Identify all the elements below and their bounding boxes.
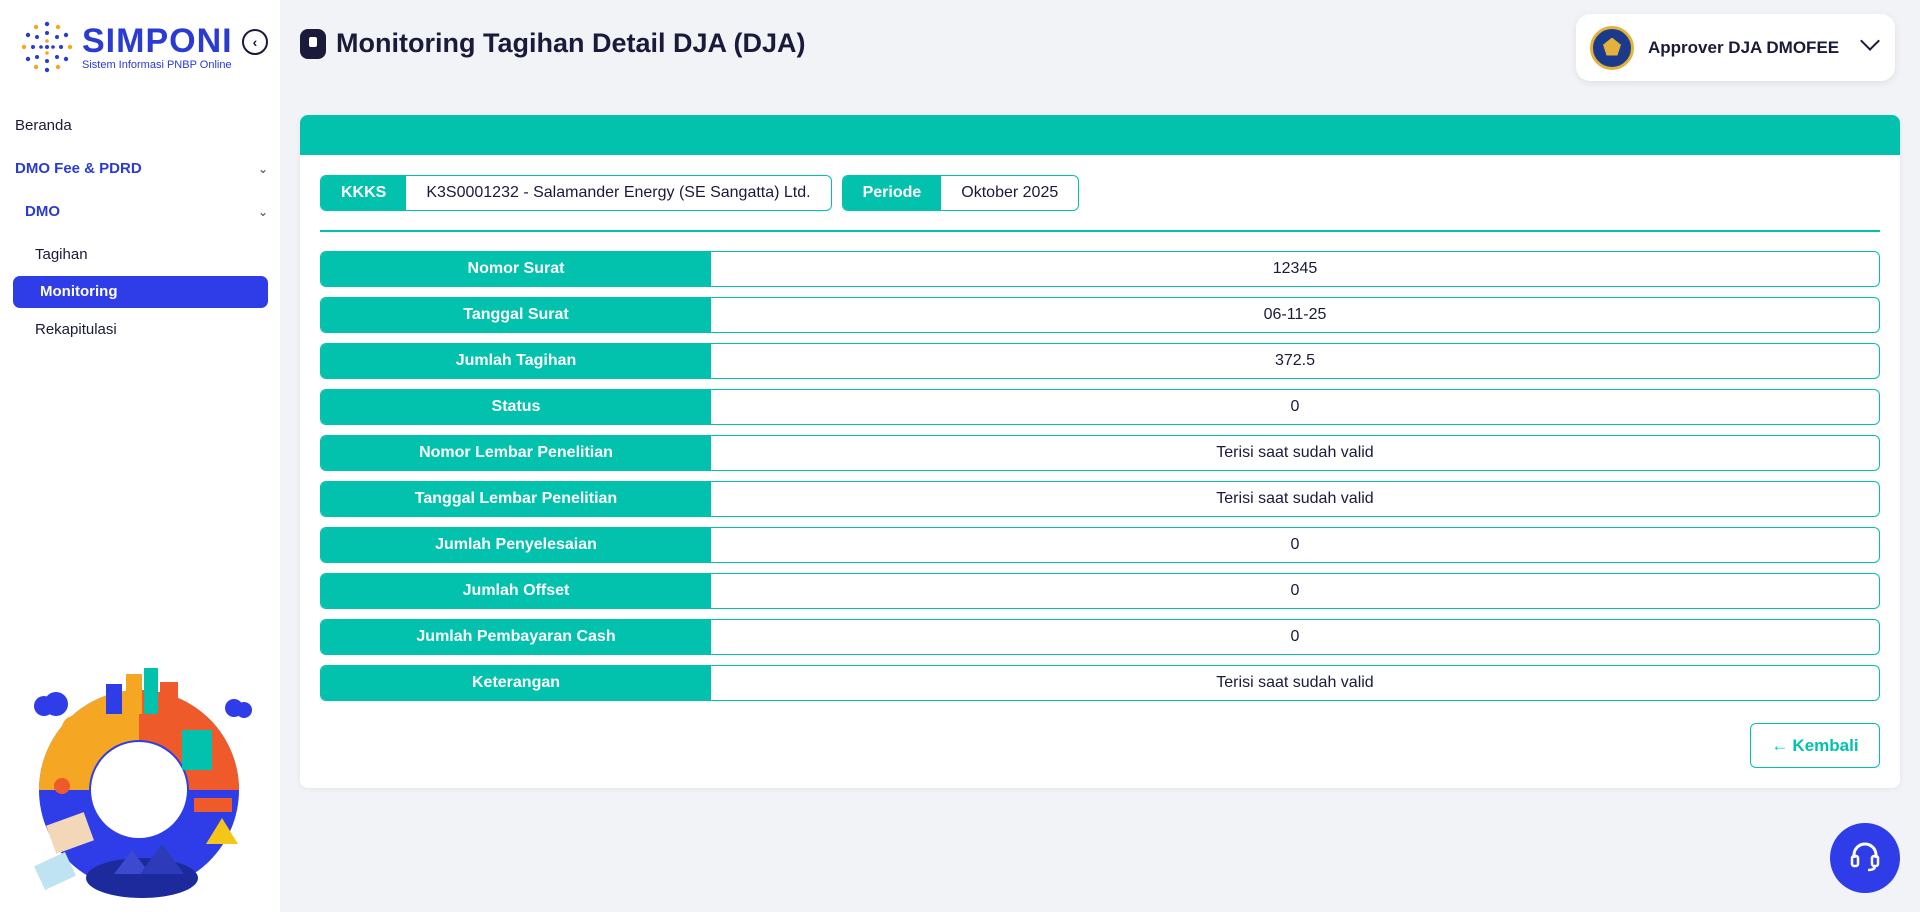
kemenkeu-emblem-icon — [1590, 25, 1634, 70]
page-header: Monitoring Tagihan Detail DJA (DJA) — [300, 28, 806, 59]
sidebar-item-label: DMO Fee & PDRD — [15, 160, 142, 177]
sidebar-item-tagihan[interactable]: Tagihan — [0, 239, 280, 271]
sidebar-collapse-button[interactable]: ‹ — [242, 29, 268, 55]
sidebar-item-dmo[interactable]: DMO ⌄ — [0, 196, 280, 228]
sidebar-item-label: Monitoring — [40, 283, 118, 300]
detail-value: Terisi saat sudah valid — [1216, 444, 1374, 461]
detail-label: Nomor Lembar Penelitian — [321, 436, 711, 470]
detail-row: Jumlah Offset 0 — [320, 573, 1880, 609]
sidebar-item-label: DMO — [25, 203, 60, 220]
detail-value: 0 — [1290, 582, 1300, 599]
app-logo[interactable]: SIMPONI Sistem Informasi PNBP Online — [18, 18, 233, 76]
sidebar-item-dmo-fee-pdrd[interactable]: DMO Fee & PDRD ⌄ — [0, 153, 280, 185]
detail-value: Terisi saat sudah valid — [1216, 490, 1374, 507]
sidebar-item-beranda[interactable]: Beranda — [0, 110, 280, 142]
arrow-left-icon: ← — [1771, 735, 1789, 755]
periode-label: Periode — [842, 176, 942, 210]
sidebar-item-label: Rekapitulasi — [35, 321, 117, 338]
headset-icon — [1847, 838, 1883, 879]
sidebar-item-label: Tagihan — [35, 246, 88, 263]
panel-header-bar — [300, 115, 1900, 155]
detail-row: Jumlah Tagihan 372.5 — [320, 343, 1880, 379]
detail-label: Tanggal Surat — [321, 298, 711, 332]
detail-row: Keterangan Terisi saat sudah valid — [320, 665, 1880, 701]
sidebar-illustration — [14, 668, 264, 912]
detail-label: Jumlah Penyelesaian — [321, 528, 711, 562]
detail-value: 06-11-25 — [1263, 306, 1327, 323]
kkks-value: K3S0001232 - Salamander Energy (SE Sanga… — [426, 184, 811, 201]
sidebar-nav: Beranda DMO Fee & PDRD ⌄ DMO ⌄ Tagihan M… — [0, 110, 280, 351]
periode-filter: Periode Oktober 2025 — [841, 175, 1080, 211]
detail-row: Jumlah Penyelesaian 0 — [320, 527, 1880, 563]
logo-title: SIMPONI — [82, 22, 233, 60]
detail-label: Nomor Surat — [321, 252, 711, 286]
detail-label: Tanggal Lembar Penelitian — [321, 482, 711, 516]
detail-row: Jumlah Pembayaran Cash 0 — [320, 619, 1880, 655]
help-button[interactable] — [1830, 823, 1900, 893]
kkks-filter: KKKS K3S0001232 - Salamander Energy (SE … — [320, 175, 832, 211]
chevron-down-icon: ⌄ — [257, 205, 268, 219]
user-name: Approver DJA DMOFEE — [1648, 37, 1840, 57]
detail-value: 372.5 — [1274, 352, 1316, 369]
detail-panel: KKKS K3S0001232 - Salamander Energy (SE … — [300, 115, 1900, 788]
sidebar-item-label: Beranda — [15, 117, 72, 134]
periode-value: Oktober 2025 — [961, 184, 1059, 201]
detail-value: 0 — [1290, 398, 1300, 415]
detail-value: Terisi saat sudah valid — [1216, 674, 1374, 691]
back-button-label: Kembali — [1792, 735, 1859, 755]
detail-label: Jumlah Offset — [321, 574, 711, 608]
sidebar-item-rekapitulasi[interactable]: Rekapitulasi — [0, 314, 280, 346]
chevron-left-icon: ‹ — [252, 34, 258, 50]
user-menu[interactable]: Approver DJA DMOFEE — [1576, 14, 1895, 81]
detail-value: 0 — [1290, 536, 1300, 553]
divider — [320, 230, 1880, 232]
kkks-label: KKKS — [321, 176, 407, 210]
simponi-logo-icon — [18, 18, 76, 76]
detail-row: Nomor Lembar Penelitian Terisi saat sudah… — [320, 435, 1880, 471]
detail-row: Tanggal Lembar Penelitian Terisi saat sud… — [320, 481, 1880, 517]
clipboard-icon — [300, 28, 326, 59]
detail-label: Keterangan — [321, 666, 711, 700]
detail-value: 12345 — [1272, 260, 1318, 277]
page-title: Monitoring Tagihan Detail DJA (DJA) — [336, 28, 806, 58]
sidebar: SIMPONI Sistem Informasi PNBP Online ‹ B… — [0, 0, 280, 912]
back-button[interactable]: ← Kembali — [1750, 723, 1880, 768]
detail-label: Status — [321, 390, 711, 424]
logo-subtitle: Sistem Informasi PNBP Online — [82, 59, 232, 71]
chevron-down-icon: ⌄ — [257, 162, 268, 176]
filter-bar: KKKS K3S0001232 - Salamander Energy (SE … — [320, 175, 1089, 211]
detail-label: Jumlah Tagihan — [321, 344, 711, 378]
detail-row: Status 0 — [320, 389, 1880, 425]
sidebar-item-monitoring[interactable]: Monitoring — [13, 276, 268, 308]
detail-row: Tanggal Surat 06-11-25 — [320, 297, 1880, 333]
detail-table: Nomor Surat 12345 Tanggal Surat 06-11-25 J… — [320, 251, 1880, 711]
detail-value: 0 — [1290, 628, 1300, 645]
detail-row: Nomor Surat 12345 — [320, 251, 1880, 287]
detail-label: Jumlah Pembayaran Cash — [321, 620, 711, 654]
chevron-down-icon — [1860, 31, 1880, 51]
